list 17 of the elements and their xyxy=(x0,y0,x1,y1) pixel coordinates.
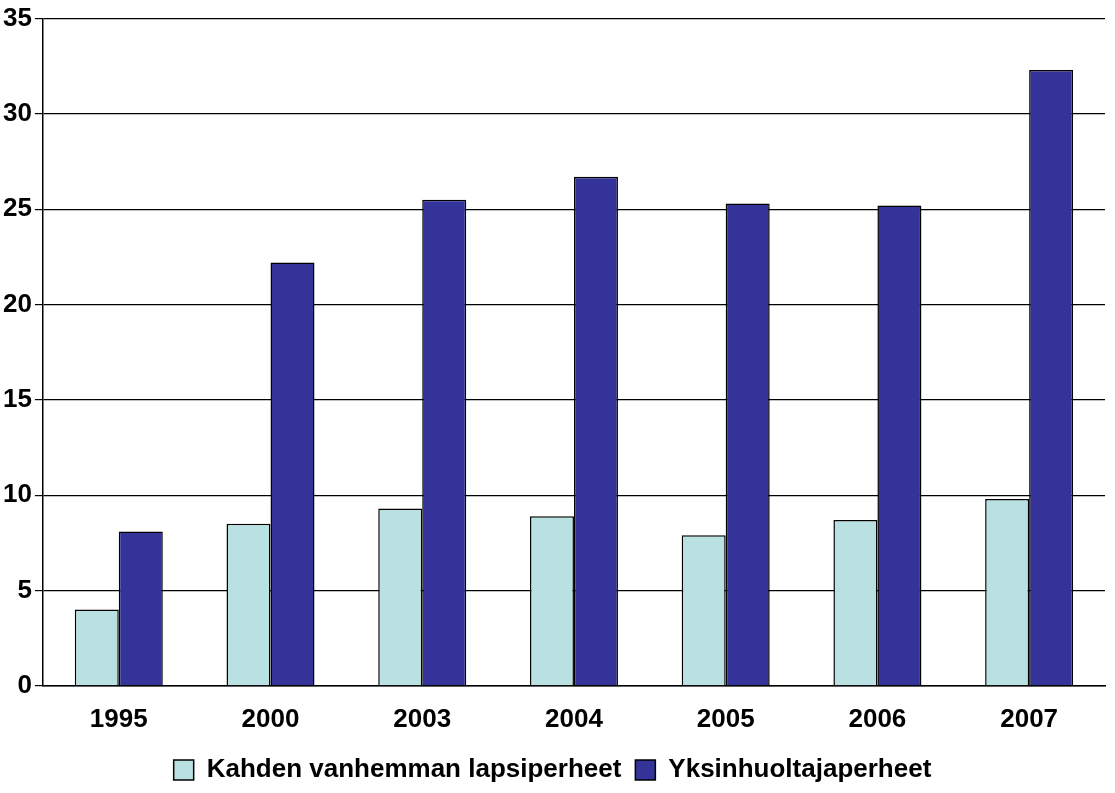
legend-label: Yksinhuoltajaperheet xyxy=(668,753,932,784)
y-tick-label: 30 xyxy=(3,97,32,128)
x-tick-label: 2005 xyxy=(696,702,755,733)
legend-label: Kahden vanhemman lapsiperheet xyxy=(206,753,622,784)
y-tick-label: 25 xyxy=(3,192,32,223)
y-tick-label: 0 xyxy=(17,668,32,699)
x-tick-label: 2006 xyxy=(848,702,907,733)
y-tick-label: 10 xyxy=(3,478,32,509)
y-tick-label: 5 xyxy=(17,573,32,604)
x-tick-label: 2004 xyxy=(545,702,604,733)
x-tick-label: 2007 xyxy=(1000,702,1059,733)
y-tick-label: 20 xyxy=(3,287,32,318)
y-tick-label: 15 xyxy=(3,383,32,414)
x-tick-label: 2000 xyxy=(241,702,300,733)
x-tick-label: 2003 xyxy=(393,702,452,733)
y-tick-label: 35 xyxy=(3,1,32,32)
x-tick-label: 1995 xyxy=(89,702,148,733)
